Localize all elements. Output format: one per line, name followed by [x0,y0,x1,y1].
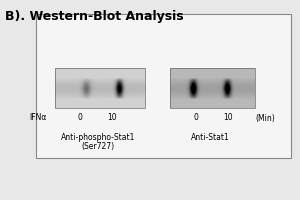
Text: Anti-phospho-Stat1: Anti-phospho-Stat1 [61,133,135,142]
Text: (Ser727): (Ser727) [81,142,115,151]
Text: 0: 0 [194,114,198,122]
Bar [55,68,145,108]
Text: 10: 10 [223,114,233,122]
Text: 0: 0 [78,114,82,122]
Text: 10: 10 [107,114,117,122]
Text: (Min): (Min) [255,114,275,122]
Text: Anti-Stat1: Anti-Stat1 [190,133,230,142]
Bar [170,68,255,108]
Text: B). Western-Blot Analysis: B). Western-Blot Analysis [5,10,184,23]
Bar [36,14,291,158]
Text: IFNα: IFNα [30,114,47,122]
